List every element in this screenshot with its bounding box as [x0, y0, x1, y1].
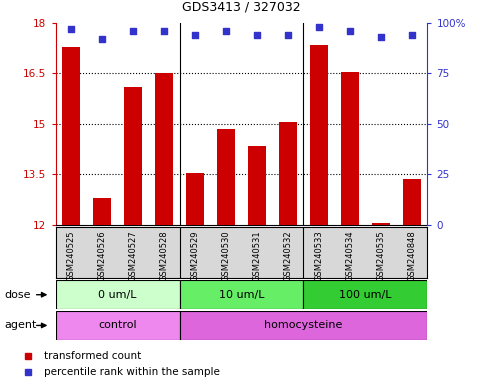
- Text: agent: agent: [5, 320, 37, 331]
- Text: control: control: [98, 320, 137, 331]
- Point: [253, 32, 261, 38]
- Bar: [310, 45, 328, 225]
- Text: GSM240530: GSM240530: [222, 231, 230, 281]
- Text: GSM240528: GSM240528: [159, 231, 169, 281]
- Bar: [124, 87, 142, 225]
- Text: GSM240534: GSM240534: [345, 231, 355, 281]
- Text: GSM240529: GSM240529: [190, 231, 199, 281]
- Bar: [279, 122, 297, 225]
- Point: [160, 28, 168, 34]
- Text: homocysteine: homocysteine: [264, 320, 342, 331]
- Bar: [155, 73, 173, 225]
- Text: GSM240527: GSM240527: [128, 231, 138, 281]
- Text: GSM240535: GSM240535: [376, 231, 385, 281]
- Text: GSM240526: GSM240526: [98, 231, 107, 281]
- Text: 10 um/L: 10 um/L: [219, 290, 264, 300]
- Text: 0 um/L: 0 um/L: [98, 290, 137, 300]
- Point: [191, 32, 199, 38]
- Bar: [93, 198, 112, 225]
- Bar: [248, 146, 266, 225]
- Point: [315, 24, 323, 30]
- Text: GSM240531: GSM240531: [253, 231, 261, 281]
- Point: [98, 36, 106, 42]
- Text: dose: dose: [5, 290, 31, 300]
- Bar: [186, 172, 204, 225]
- Text: transformed count: transformed count: [44, 351, 141, 361]
- Bar: [303, 280, 427, 309]
- Bar: [62, 46, 80, 225]
- Text: GSM240532: GSM240532: [284, 231, 293, 281]
- Bar: [341, 72, 359, 225]
- Text: GSM240848: GSM240848: [408, 231, 416, 281]
- Bar: [372, 223, 390, 225]
- Point: [346, 28, 354, 34]
- Bar: [217, 129, 235, 225]
- Text: 100 um/L: 100 um/L: [339, 290, 392, 300]
- Bar: [56, 280, 180, 309]
- Point: [377, 34, 385, 40]
- Point: [222, 28, 230, 34]
- Bar: [403, 179, 421, 225]
- Text: GSM240525: GSM240525: [67, 231, 75, 281]
- Text: GSM240533: GSM240533: [314, 231, 324, 281]
- Point: [129, 28, 137, 34]
- Text: GDS3413 / 327032: GDS3413 / 327032: [182, 0, 301, 13]
- Bar: [180, 311, 427, 340]
- Point: [284, 32, 292, 38]
- Text: percentile rank within the sample: percentile rank within the sample: [44, 367, 220, 377]
- Point: [408, 32, 416, 38]
- Point: [67, 26, 75, 32]
- Bar: [56, 311, 180, 340]
- Bar: [180, 280, 303, 309]
